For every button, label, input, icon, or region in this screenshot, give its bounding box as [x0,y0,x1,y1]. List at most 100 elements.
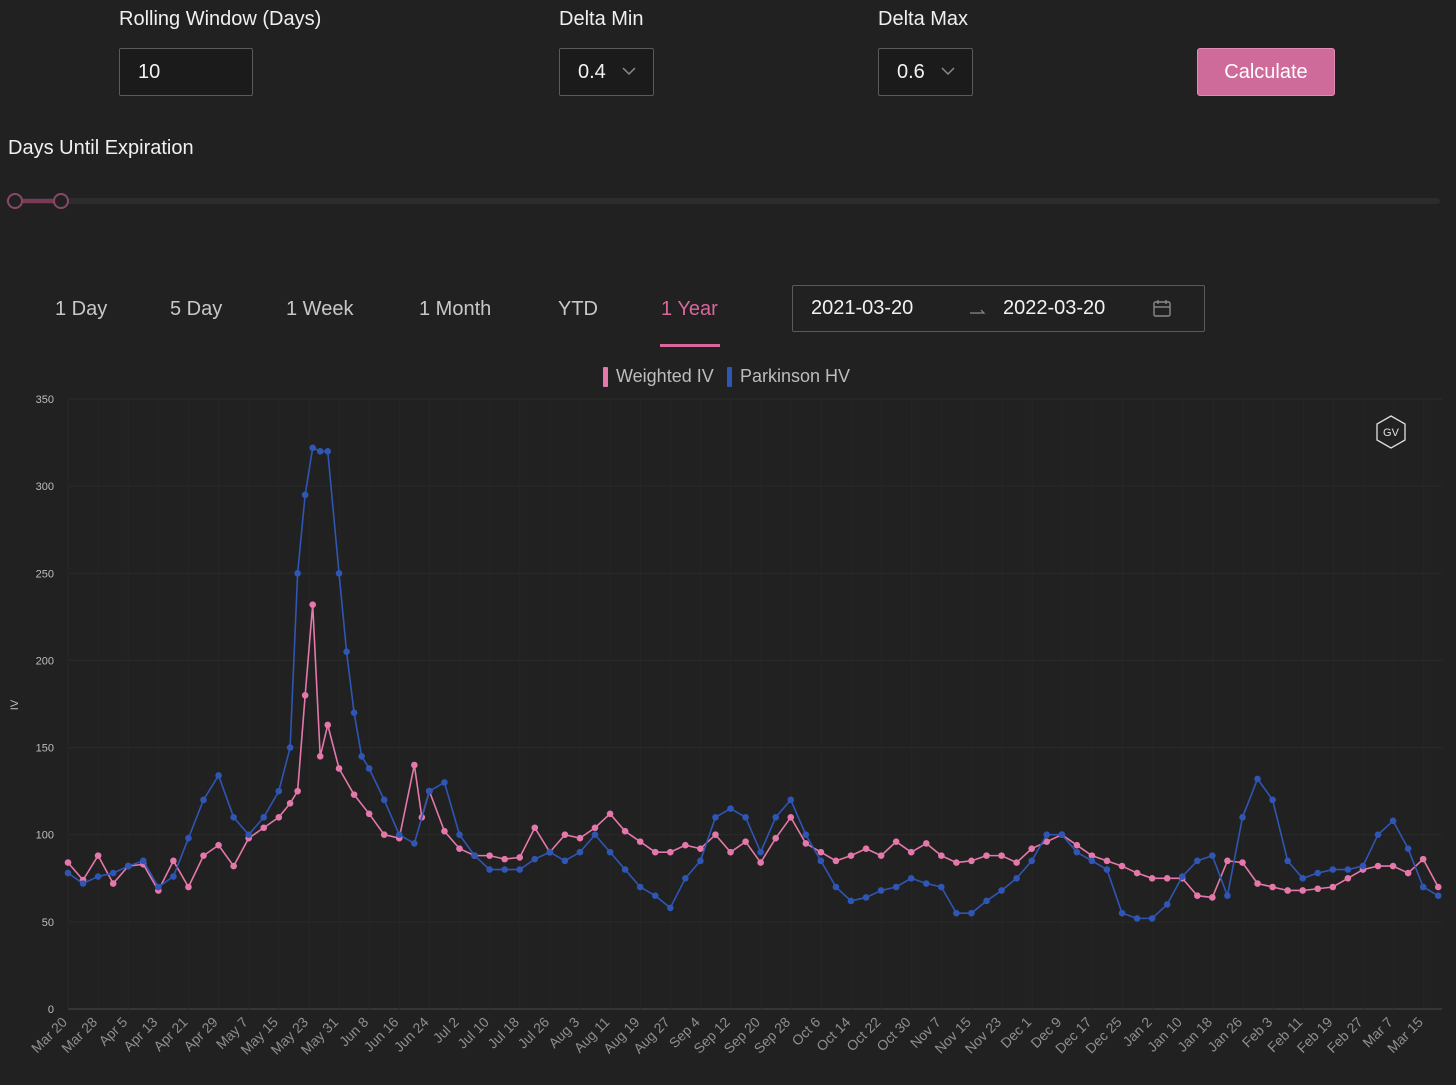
data-point [260,813,268,821]
rolling-window-input[interactable]: 10 [119,48,253,96]
data-point [531,855,539,863]
data-point [1389,862,1397,870]
data-point [832,857,840,865]
end-date-input[interactable]: 2022-03-20 [1003,297,1106,319]
legend-label: Parkinson HV [740,366,851,386]
y-tick-label: 50 [42,917,54,929]
slider-handle-max[interactable] [53,193,69,209]
data-point [938,852,945,859]
series-line [67,446,1439,920]
data-point [1434,883,1442,891]
data-point [155,883,162,891]
data-point [1103,866,1111,873]
tab-1-day[interactable]: 1 Day [55,298,108,320]
data-point [1148,874,1156,882]
data-point [316,447,324,455]
delta-max-select[interactable]: 0.6 [878,48,973,96]
start-date-input[interactable]: 2021-03-20 [811,297,914,319]
data-point [727,805,734,812]
data-point [847,852,855,859]
data-point [772,813,780,821]
data-point [309,601,316,608]
data-point [742,813,749,821]
data-point [139,857,147,865]
tab-1-week[interactable]: 1 Week [286,298,354,320]
data-point [301,491,309,499]
slider-handle-min[interactable] [7,193,23,209]
data-point [1314,885,1322,893]
data-point [441,779,448,786]
data-point [1344,874,1352,882]
data-point [757,859,764,866]
data-point [486,852,493,859]
data-point [109,880,117,887]
data-point [847,897,855,905]
data-point [727,848,734,856]
calculate-button[interactable]: Calculate [1197,48,1335,96]
tab-ytd[interactable]: YTD [558,298,598,320]
tab-5-day[interactable]: 5 Day [170,298,223,320]
active-tab-indicator [660,344,720,347]
data-point [1404,845,1412,852]
delta-min-select[interactable]: 0.4 [559,48,654,96]
data-point [907,848,915,856]
data-point [561,857,569,865]
data-point [787,796,795,804]
data-point [200,796,207,804]
data-point [998,852,1005,859]
data-point [1254,880,1261,887]
data-point [576,834,584,842]
data-point [64,869,72,877]
x-tick-label: Jul 10 [454,1014,492,1052]
x-tick-label: Jan 26 [1204,1014,1245,1055]
data-point [516,854,524,861]
data-point [998,887,1005,894]
x-tick-label: Jul 18 [484,1014,522,1052]
chevron-down-icon [941,67,955,76]
data-point [817,857,825,865]
data-point [968,909,975,917]
data-point [335,569,343,577]
data-point [1178,873,1186,880]
data-point [1163,874,1171,882]
x-tick-label: Dec 1 [997,1014,1034,1051]
data-point [1329,866,1337,873]
data-point [892,883,900,891]
y-tick-label: 0 [48,1004,54,1016]
data-point [1073,841,1081,849]
data-point [1239,813,1246,821]
data-point [1284,887,1291,894]
data-point [1284,857,1291,865]
data-point [1344,866,1352,873]
data-point [335,765,343,772]
data-point [576,848,584,856]
legend-item-weighted-iv[interactable]: Weighted IV [603,366,714,387]
data-point [380,831,388,839]
y-tick-label: 350 [36,394,54,406]
data-point [1314,869,1322,877]
data-point [486,866,493,873]
data-point [1043,831,1051,839]
data-point [968,857,975,865]
data-point [411,761,418,769]
data-point [215,772,222,779]
data-point [561,831,569,839]
data-point [1389,817,1397,825]
watermark-logo: GV [1376,415,1406,449]
tab-1-month[interactable]: 1 Month [419,298,492,320]
data-point [471,852,478,859]
tab-1-year[interactable]: 1 Year [661,298,718,320]
date-range-picker[interactable]: 2021-03-20 2022-03-20 [792,285,1205,332]
data-point [185,834,192,842]
data-point [546,848,554,856]
data-point [64,859,72,866]
data-point [832,883,840,891]
data-point [697,857,704,865]
legend-item-parkinson-hv[interactable]: Parkinson HV [727,366,850,387]
data-point [94,873,102,880]
slider-track[interactable] [6,198,1440,204]
data-point [1194,857,1201,865]
calendar-icon[interactable] [1152,298,1172,318]
data-point [938,883,945,891]
